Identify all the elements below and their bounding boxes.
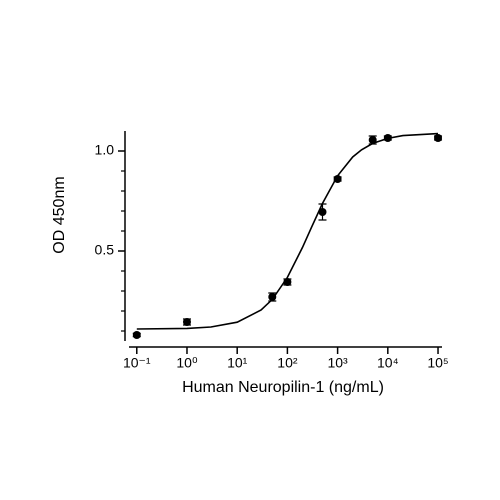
data-point [368, 136, 377, 144]
x-tick-label: 10² [277, 355, 298, 371]
y-tick-label: 1.0 [95, 142, 115, 158]
data-point [268, 293, 277, 301]
x-axis-label: Human Neuropilin-1 (ng/mL) [182, 379, 384, 396]
y-tick-label: 0.5 [95, 242, 115, 258]
fit-curve [136, 132, 439, 330]
data-point [132, 331, 141, 339]
data-point [333, 175, 342, 183]
x-tick-label: 10⁴ [377, 355, 399, 371]
x-tick-label: 10³ [327, 355, 348, 371]
data-point [318, 208, 327, 216]
data-point [383, 134, 392, 142]
data-point [283, 278, 292, 286]
x-tick-label: 10¹ [227, 355, 248, 371]
data-point [434, 134, 443, 142]
data-point [182, 318, 191, 326]
x-tick-label: 10⁻¹ [123, 355, 151, 371]
x-tick-label: 10⁵ [427, 355, 448, 371]
x-tick-label: 10⁰ [176, 355, 198, 371]
y-axis-label: OD 450nm [51, 176, 68, 253]
